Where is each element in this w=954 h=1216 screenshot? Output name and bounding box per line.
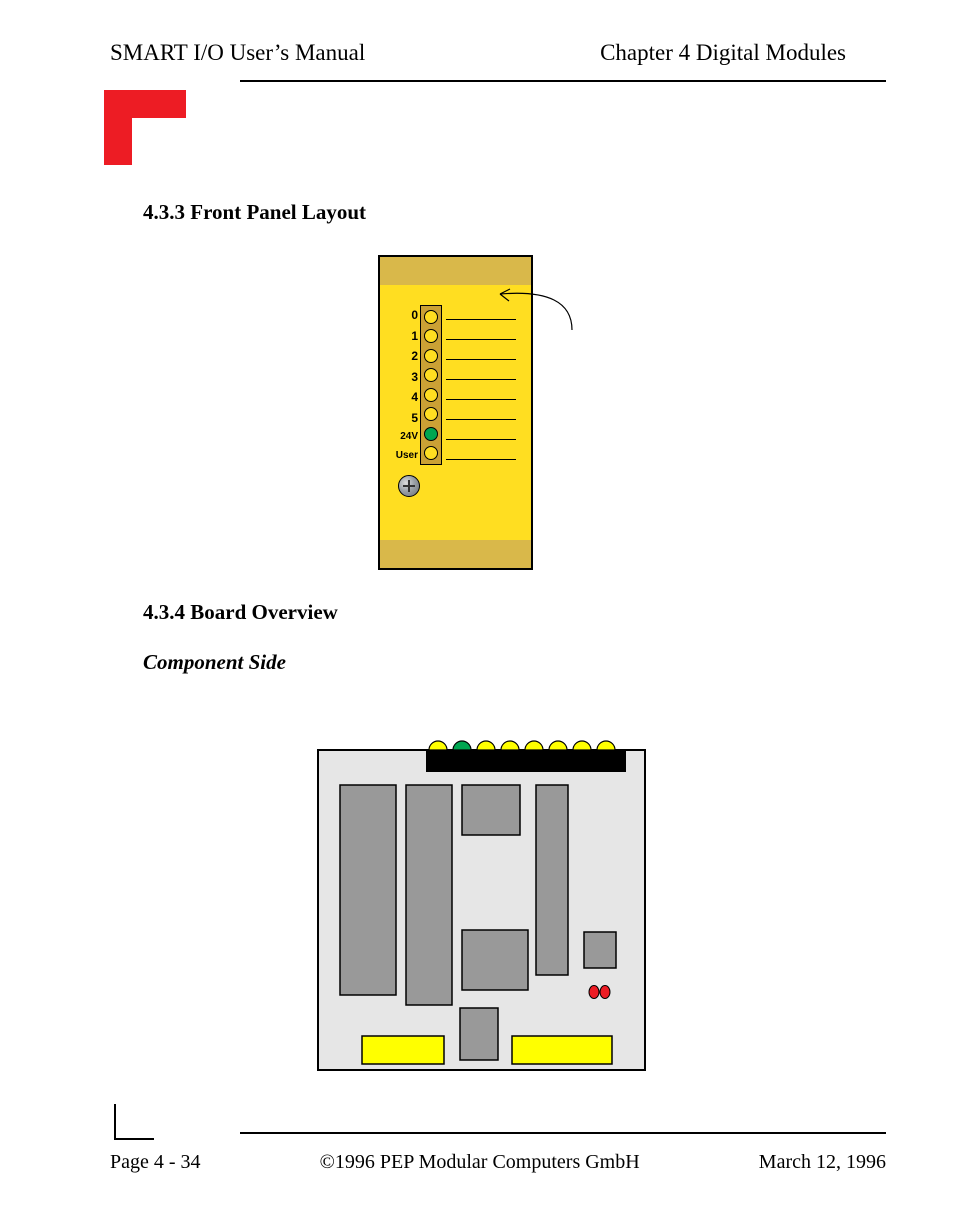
header-left: SMART I/O User’s Manual [110, 40, 365, 66]
led-labels: 0 1 2 3 4 5 24V User [386, 305, 418, 465]
led-label: 0 [386, 309, 418, 321]
led-label: 5 [386, 412, 418, 424]
led-indicator [424, 388, 438, 402]
panel-top-strip [380, 257, 531, 285]
led-writein-lines [446, 305, 516, 465]
screw-icon [398, 475, 420, 497]
led-column [420, 305, 442, 465]
led-writein-line [446, 439, 516, 440]
led-indicator [424, 329, 438, 343]
led-label: User [386, 451, 418, 461]
footer-page: Page 4 - 34 [110, 1151, 201, 1174]
header-right: Chapter 4 Digital Modules [600, 40, 846, 66]
led-indicator [424, 368, 438, 382]
page-header: SMART I/O User’s Manual Chapter 4 Digita… [110, 40, 846, 66]
pep-logo [104, 90, 186, 165]
board-overview-diagram [314, 740, 649, 1075]
led-indicator [424, 310, 438, 324]
led-label: 3 [386, 371, 418, 383]
led-indicator [424, 407, 438, 421]
led-writein-line [446, 459, 516, 460]
footer-rule [240, 1132, 886, 1134]
section-4-3-3-heading: 4.3.3 Front Panel Layout [143, 200, 366, 225]
component-side-subheading: Component Side [143, 650, 286, 675]
led-label: 4 [386, 391, 418, 403]
led-writein-line [446, 379, 516, 380]
led-label: 24V [386, 432, 418, 442]
led-writein-line [446, 359, 516, 360]
led-label: 1 [386, 330, 418, 342]
led-writein-line [446, 319, 516, 320]
footer-corner-mark [114, 1104, 154, 1140]
header-rule [240, 80, 886, 82]
led-indicator [424, 446, 438, 460]
led-label: 2 [386, 350, 418, 362]
led-writein-line [446, 399, 516, 400]
page-footer: Page 4 - 34 ©1996 PEP Modular Computers … [110, 1151, 886, 1174]
section-4-3-4-heading: 4.3.4 Board Overview [143, 600, 338, 625]
front-panel-diagram: 0 1 2 3 4 5 24V User [378, 255, 533, 570]
led-writein-line [446, 419, 516, 420]
led-indicator [424, 427, 438, 441]
led-writein-line [446, 339, 516, 340]
led-indicator [424, 349, 438, 363]
panel-bottom-strip [380, 540, 531, 568]
footer-copyright: ©1996 PEP Modular Computers GmbH [320, 1151, 640, 1174]
footer-date: March 12, 1996 [759, 1151, 886, 1174]
